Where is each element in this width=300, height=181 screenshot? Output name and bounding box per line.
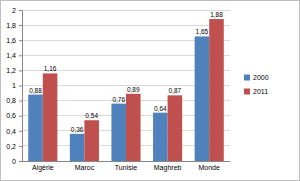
grid-line: [22, 25, 230, 26]
data-label: 0,54: [85, 112, 98, 119]
data-label: 1,65: [196, 28, 209, 35]
bar: [43, 73, 58, 161]
bar: [153, 113, 168, 161]
x-tick-label: Maghreb: [154, 164, 182, 172]
bars: [28, 19, 224, 161]
bar: [84, 120, 99, 161]
y-axis-line: [22, 11, 23, 162]
y-tick-label: 1,8: [6, 22, 16, 29]
data-label: 0,89: [127, 86, 140, 93]
y-tick: 1,2: [6, 67, 22, 74]
y-axis: 0 0,2 0,4 0,6 0,8 1 1,2 1,4 1,6 1,8 2: [6, 7, 22, 165]
legend-item: 2000: [244, 74, 269, 81]
y-tick-label: 1,2: [6, 67, 16, 74]
data-label: 0,36: [71, 126, 84, 133]
y-tick-mark: [19, 116, 22, 117]
y-tick-label: 0,4: [6, 128, 16, 135]
y-tick: 0,6: [6, 112, 22, 119]
chart-border: [1, 1, 300, 181]
y-tick: 1,4: [6, 52, 22, 59]
x-tick: Maroc: [75, 164, 95, 171]
y-tick-mark: [19, 101, 22, 102]
data-label: 1,88: [210, 11, 223, 18]
y-tick-label: 1,4: [6, 52, 16, 59]
x-axis: Algérie Maroc Tunisie Maghreb Monde: [23, 162, 231, 173]
legend-label: 2000: [253, 74, 269, 81]
legend: 2000 2011: [244, 74, 269, 95]
plot: 00,20,40,60,811,21,41,61,820,880,360,760…: [6, 7, 230, 173]
bar: [28, 95, 43, 161]
y-tick-mark: [19, 25, 22, 26]
y-tick-mark: [19, 161, 22, 162]
y-tick-label: 1,6: [6, 37, 16, 44]
y-tick: 2: [12, 7, 22, 14]
y-tick: 0,8: [6, 97, 22, 104]
data-label: 0,64: [154, 105, 167, 112]
data-labels: 0,88 0,36 0,76 0,64 1,65 1,16 0,54 0,89 0,87 1,88: [29, 11, 223, 133]
legend-label: 2011: [253, 88, 268, 95]
y-tick: 1,8: [6, 22, 22, 29]
x-tick: Monde: [198, 164, 220, 171]
y-tick-mark: [19, 131, 22, 132]
x-tick: Maghreb: [154, 164, 182, 172]
chart: 00,20,40,60,811,21,41,61,820,880,360,760…: [0, 0, 300, 181]
bar: [195, 36, 210, 161]
bar: [168, 95, 183, 161]
y-tick-label: 0,2: [6, 143, 16, 150]
bar: [209, 19, 224, 161]
bar: [111, 104, 126, 161]
y-tick-mark: [19, 86, 22, 87]
x-axis-line: [23, 161, 231, 162]
legend-swatch: [244, 75, 250, 81]
y-tick: 0,2: [6, 143, 22, 150]
legend-item: 2011: [244, 88, 268, 95]
x-tick: Algérie: [32, 164, 54, 172]
x-tick-label: Algérie: [32, 164, 54, 172]
bar: [70, 134, 85, 161]
y-tick-mark: [19, 55, 22, 56]
y-tick-label: 2: [12, 7, 16, 14]
y-tick: 1: [12, 82, 22, 89]
grid-line: [22, 10, 230, 11]
grid: [22, 10, 230, 161]
y-tick: 0,4: [6, 128, 22, 135]
data-label: 0,87: [169, 87, 182, 94]
y-tick-label: 0,8: [6, 97, 16, 104]
x-tick-label: Tunisie: [115, 164, 137, 171]
x-tick-label: Maroc: [75, 164, 95, 171]
y-tick-mark: [19, 70, 22, 71]
data-label: 0,88: [29, 87, 42, 94]
y-tick-mark: [19, 146, 22, 147]
data-label: 1,16: [44, 65, 57, 72]
x-tick: Tunisie: [115, 164, 137, 171]
y-tick: 1,6: [6, 37, 22, 44]
y-tick-label: 1: [12, 82, 16, 89]
bar: [126, 94, 141, 161]
legend-swatch: [244, 89, 250, 95]
y-tick-label: 0,6: [6, 112, 16, 119]
data-label: 0,76: [112, 96, 125, 103]
y-tick-mark: [19, 10, 22, 11]
y-tick: 0: [12, 158, 22, 165]
y-tick-label: 0: [12, 158, 16, 165]
y-tick-mark: [19, 40, 22, 41]
x-tick-label: Monde: [198, 164, 220, 171]
